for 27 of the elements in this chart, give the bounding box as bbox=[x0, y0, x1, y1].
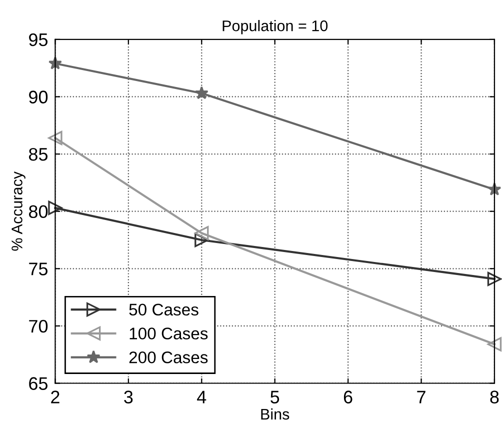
x-tick-label: 4 bbox=[197, 390, 206, 404]
x-tick-label: 3 bbox=[124, 390, 133, 404]
x-axis-title: Bins bbox=[261, 408, 290, 420]
y-tick-label: 65 bbox=[29, 377, 48, 390]
y-tick-label: 90 bbox=[29, 90, 48, 104]
y-tick-label: 85 bbox=[28, 148, 48, 161]
y-tick-label: 80 bbox=[28, 205, 48, 218]
x-tick-label: 6 bbox=[344, 390, 352, 404]
point bbox=[48, 200, 62, 215]
point bbox=[48, 130, 62, 146]
x-tick-label: 8 bbox=[490, 390, 499, 404]
y-tick-label: 70 bbox=[29, 320, 48, 333]
y-axis-title: % Accuracy bbox=[12, 171, 26, 251]
x-tick-label: 5 bbox=[270, 390, 280, 404]
y-tick-label: 75 bbox=[29, 262, 48, 276]
point bbox=[194, 86, 208, 100]
point bbox=[194, 232, 209, 248]
legend-label: 50 Cases bbox=[129, 304, 198, 316]
chart-title: Population = 10 bbox=[222, 20, 328, 34]
x-tick-label: 7 bbox=[417, 390, 426, 404]
y-tick-label: 95 bbox=[29, 33, 48, 46]
x-tick-label: 2 bbox=[51, 390, 60, 404]
legend-label: 100 Cases bbox=[130, 328, 208, 340]
point bbox=[487, 337, 502, 352]
point bbox=[194, 226, 209, 240]
point bbox=[487, 272, 502, 286]
legend-label: 200 Cases bbox=[129, 351, 208, 364]
